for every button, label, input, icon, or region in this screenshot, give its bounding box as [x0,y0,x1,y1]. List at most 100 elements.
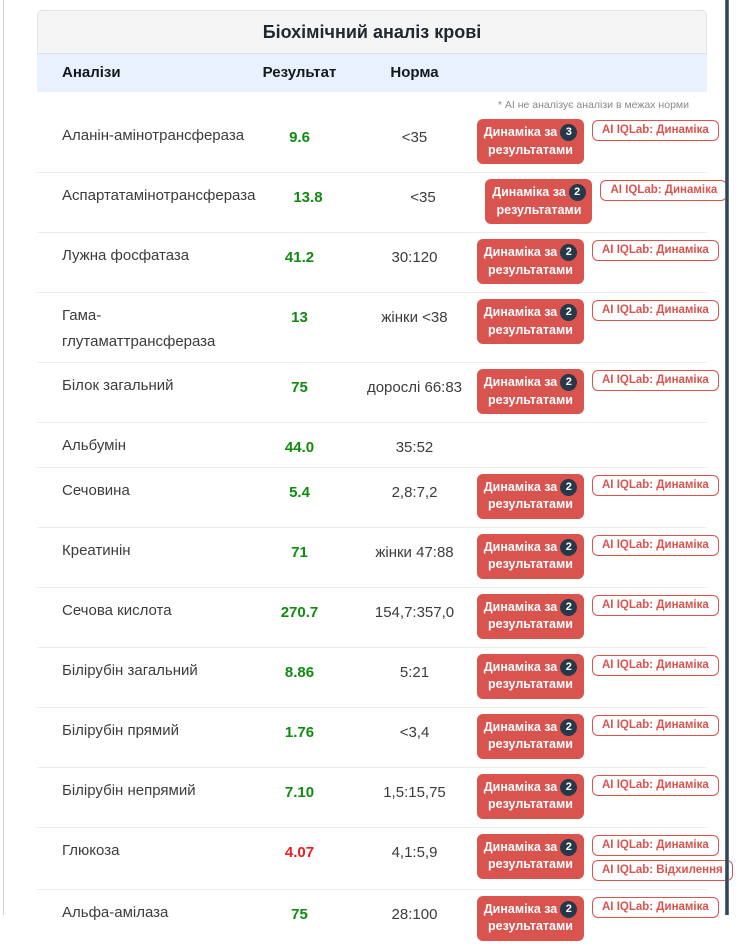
analysis-name: Глюкоза [62,841,120,859]
ai-iqlab-dynamics-button[interactable]: AI IQLab: Динаміка [592,714,719,736]
dynamics-button[interactable]: Динаміка за 3 результатами [477,119,584,164]
ai-buttons-column: AI IQLab: Динаміка [592,714,719,736]
dynamics-button[interactable]: Динаміка за 2 результатами [485,179,593,224]
dynamics-count-badge: 2 [560,478,578,496]
ai-iqlab-dynamics-button[interactable]: AI IQLab: Динаміка [592,370,719,391]
analysis-name: Білірубін прямий [62,721,179,739]
dynamics-button-label-2: результатами [488,797,573,811]
dynamics-button-line1: Динаміка за 2 [481,244,580,262]
dynamics-button-line1: Динаміка за 2 [481,538,580,557]
dynamics-button-label: Динаміка за [483,901,558,916]
table-header-row: Аналізи Результат Норма [37,54,707,92]
analysis-actions: Динаміка за 2 результатами AI IQLab: Дин… [485,179,728,224]
dynamics-button-label-2: результатами [488,142,573,157]
analysis-name: Сечовина [62,481,130,499]
ai-buttons-column: AI IQLab: Динаміка [592,774,719,796]
dynamics-button[interactable]: Динаміка за 2 результатами [477,653,584,699]
analysis-norm: 2,8:7,2 [391,483,438,501]
analysis-norm: <3,4 [399,723,430,741]
table-row: Аланін-амінотрансфераза 9.6 <35 Динаміка… [37,113,719,172]
dynamics-count-badge: 2 [560,598,578,616]
dynamics-button[interactable]: Динаміка за 2 результатами [477,593,584,639]
dynamics-button-label: Динаміка за [483,779,558,794]
ai-iqlab-dynamics-button[interactable]: AI IQLab: Динаміка [592,774,719,796]
analysis-actions: Динаміка за 2 результатами AI IQLab: Дин… [477,239,719,284]
analysis-name: Гама-глутаматтрансфераза [62,307,216,350]
analysis-actions: Динаміка за 2 результатами AI IQLab: Дин… [477,593,719,639]
dynamics-button[interactable]: Динаміка за 2 результатами [477,773,584,819]
analysis-name: Сечова кислота [62,601,172,619]
ai-buttons-column: AI IQLab: Динаміка [592,534,719,556]
dynamics-button-label: Динаміка за [483,305,558,319]
ai-iqlab-dynamics-button[interactable]: AI IQLab: Динаміка [600,180,728,201]
analysis-actions: Динаміка за 2 результатами AI IQLab: Дин… [477,653,719,699]
analysis-norm: жінки <38 [381,309,448,326]
dynamics-count-badge: 2 [568,184,586,202]
analysis-norm: жінки 47:88 [375,543,454,561]
ai-iqlab-dynamics-button[interactable]: AI IQLab: Динаміка [592,240,719,261]
dynamics-button-label-2: результатами [488,392,573,407]
analysis-name: Білірубін загальний [62,661,198,679]
table-body: Аланін-амінотрансфераза 9.6 <35 Динаміка… [37,113,733,949]
ai-buttons-column: AI IQLab: Динаміка [592,474,719,496]
ai-iqlab-dynamics-button[interactable]: AI IQLab: Динаміка [592,300,719,321]
table-row: Альбумін 44.0 35:52 [37,422,707,467]
dynamics-button[interactable]: Динаміка за 2 результатами [477,713,584,759]
ai-iqlab-dynamics-button[interactable]: AI IQLab: Динаміка [592,474,719,496]
ai-buttons-column: AI IQLab: Динаміка [592,239,719,261]
dynamics-button-label: Динаміка за [483,659,558,674]
dynamics-button-label: Динаміка за [483,719,558,734]
dynamics-button-line1: Динаміка за 2 [481,478,580,497]
dynamics-button-label-2: результатами [496,202,582,217]
ai-iqlab-dynamics-button[interactable]: AI IQLab: Динаміка [592,896,719,918]
ai-iqlab-dynamics-button[interactable]: AI IQLab: Динаміка [592,120,719,141]
dynamics-button-label: Динаміка за [483,539,558,554]
analysis-actions: Динаміка за 2 результатами AI IQLab: Дин… [477,299,719,354]
ai-iqlab-dynamics-button[interactable]: AI IQLab: Динаміка [592,594,719,616]
analysis-name: Білок загальний [62,377,174,394]
dynamics-button[interactable]: Динаміка за 2 результатами [477,533,584,579]
ai-iqlab-dynamics-button[interactable]: AI IQLab: Динаміка [592,654,719,676]
dynamics-button[interactable]: Динаміка за 2 результатами [477,895,584,941]
analysis-norm: дорослі 66:83 [366,379,463,396]
table-row: Білірубін непрямий 7.10 1,5:15,75 Динамі… [37,766,719,827]
ai-buttons-column: AI IQLab: Динаміка [592,369,719,391]
dynamics-button-line1: Динаміка за 2 [481,374,580,392]
ai-buttons-column: AI IQLab: Динаміка AI IQLab: Відхилення [592,834,733,881]
dynamics-button-label-2: результатами [488,617,573,631]
column-header-analyses: Аналізи [62,64,121,81]
analysis-norm: 28:100 [391,905,438,923]
dynamics-button-label: Динаміка за [483,375,558,389]
dynamics-count-badge: 2 [560,778,578,796]
dynamics-button-label: Динаміка за [492,185,566,199]
ai-iqlab-dynamics-button[interactable]: AI IQLab: Динаміка [592,834,719,856]
analysis-result: 44.0 [284,439,315,456]
ai-buttons-column: AI IQLab: Динаміка [592,896,719,918]
analysis-actions: Динаміка за 2 результатами AI IQLab: Дин… [477,533,719,579]
analysis-name: Альфа-амілаза [62,903,169,921]
dynamics-count-badge: 2 [560,838,578,856]
dynamics-button-label-2: результатами [488,557,573,571]
analysis-result: 4.07 [284,843,315,861]
vertical-divider [725,0,729,915]
table-row: Білірубін прямий 1.76 <3,4 Динаміка за 2… [37,706,719,767]
dynamics-button[interactable]: Динаміка за 2 результатами [477,239,584,284]
dynamics-button[interactable]: Динаміка за 2 результатами [477,299,584,344]
dynamics-button[interactable]: Динаміка за 2 результатами [477,369,584,414]
table-row: Гама-глутаматтрансфераза 13 жінки <38 Ди… [37,292,719,362]
ai-disclaimer-note: * АІ не аналізує аналізи в межах норми [497,99,689,111]
analysis-name: Білірубін непрямий [62,781,196,799]
dynamics-count-badge: 2 [560,718,578,736]
dynamics-button[interactable]: Динаміка за 2 результатами [477,833,584,879]
dynamics-count-badge: 2 [560,658,578,676]
analysis-actions: Динаміка за 2 результатами AI IQLab: Дин… [477,713,719,759]
ai-iqlab-deviation-button[interactable]: AI IQLab: Відхилення [592,859,733,881]
dynamics-button-label-2: результатами [488,857,573,871]
analysis-result: 270.7 [280,603,319,621]
dynamics-button-label: Динаміка за [483,245,558,259]
dynamics-button[interactable]: Динаміка за 2 результатами [477,473,584,519]
dynamics-button-label-2: результатами [488,322,573,337]
analysis-result: 71 [291,543,308,561]
dynamics-button-line1: Динаміка за 2 [481,598,580,617]
ai-iqlab-dynamics-button[interactable]: AI IQLab: Динаміка [592,534,719,556]
